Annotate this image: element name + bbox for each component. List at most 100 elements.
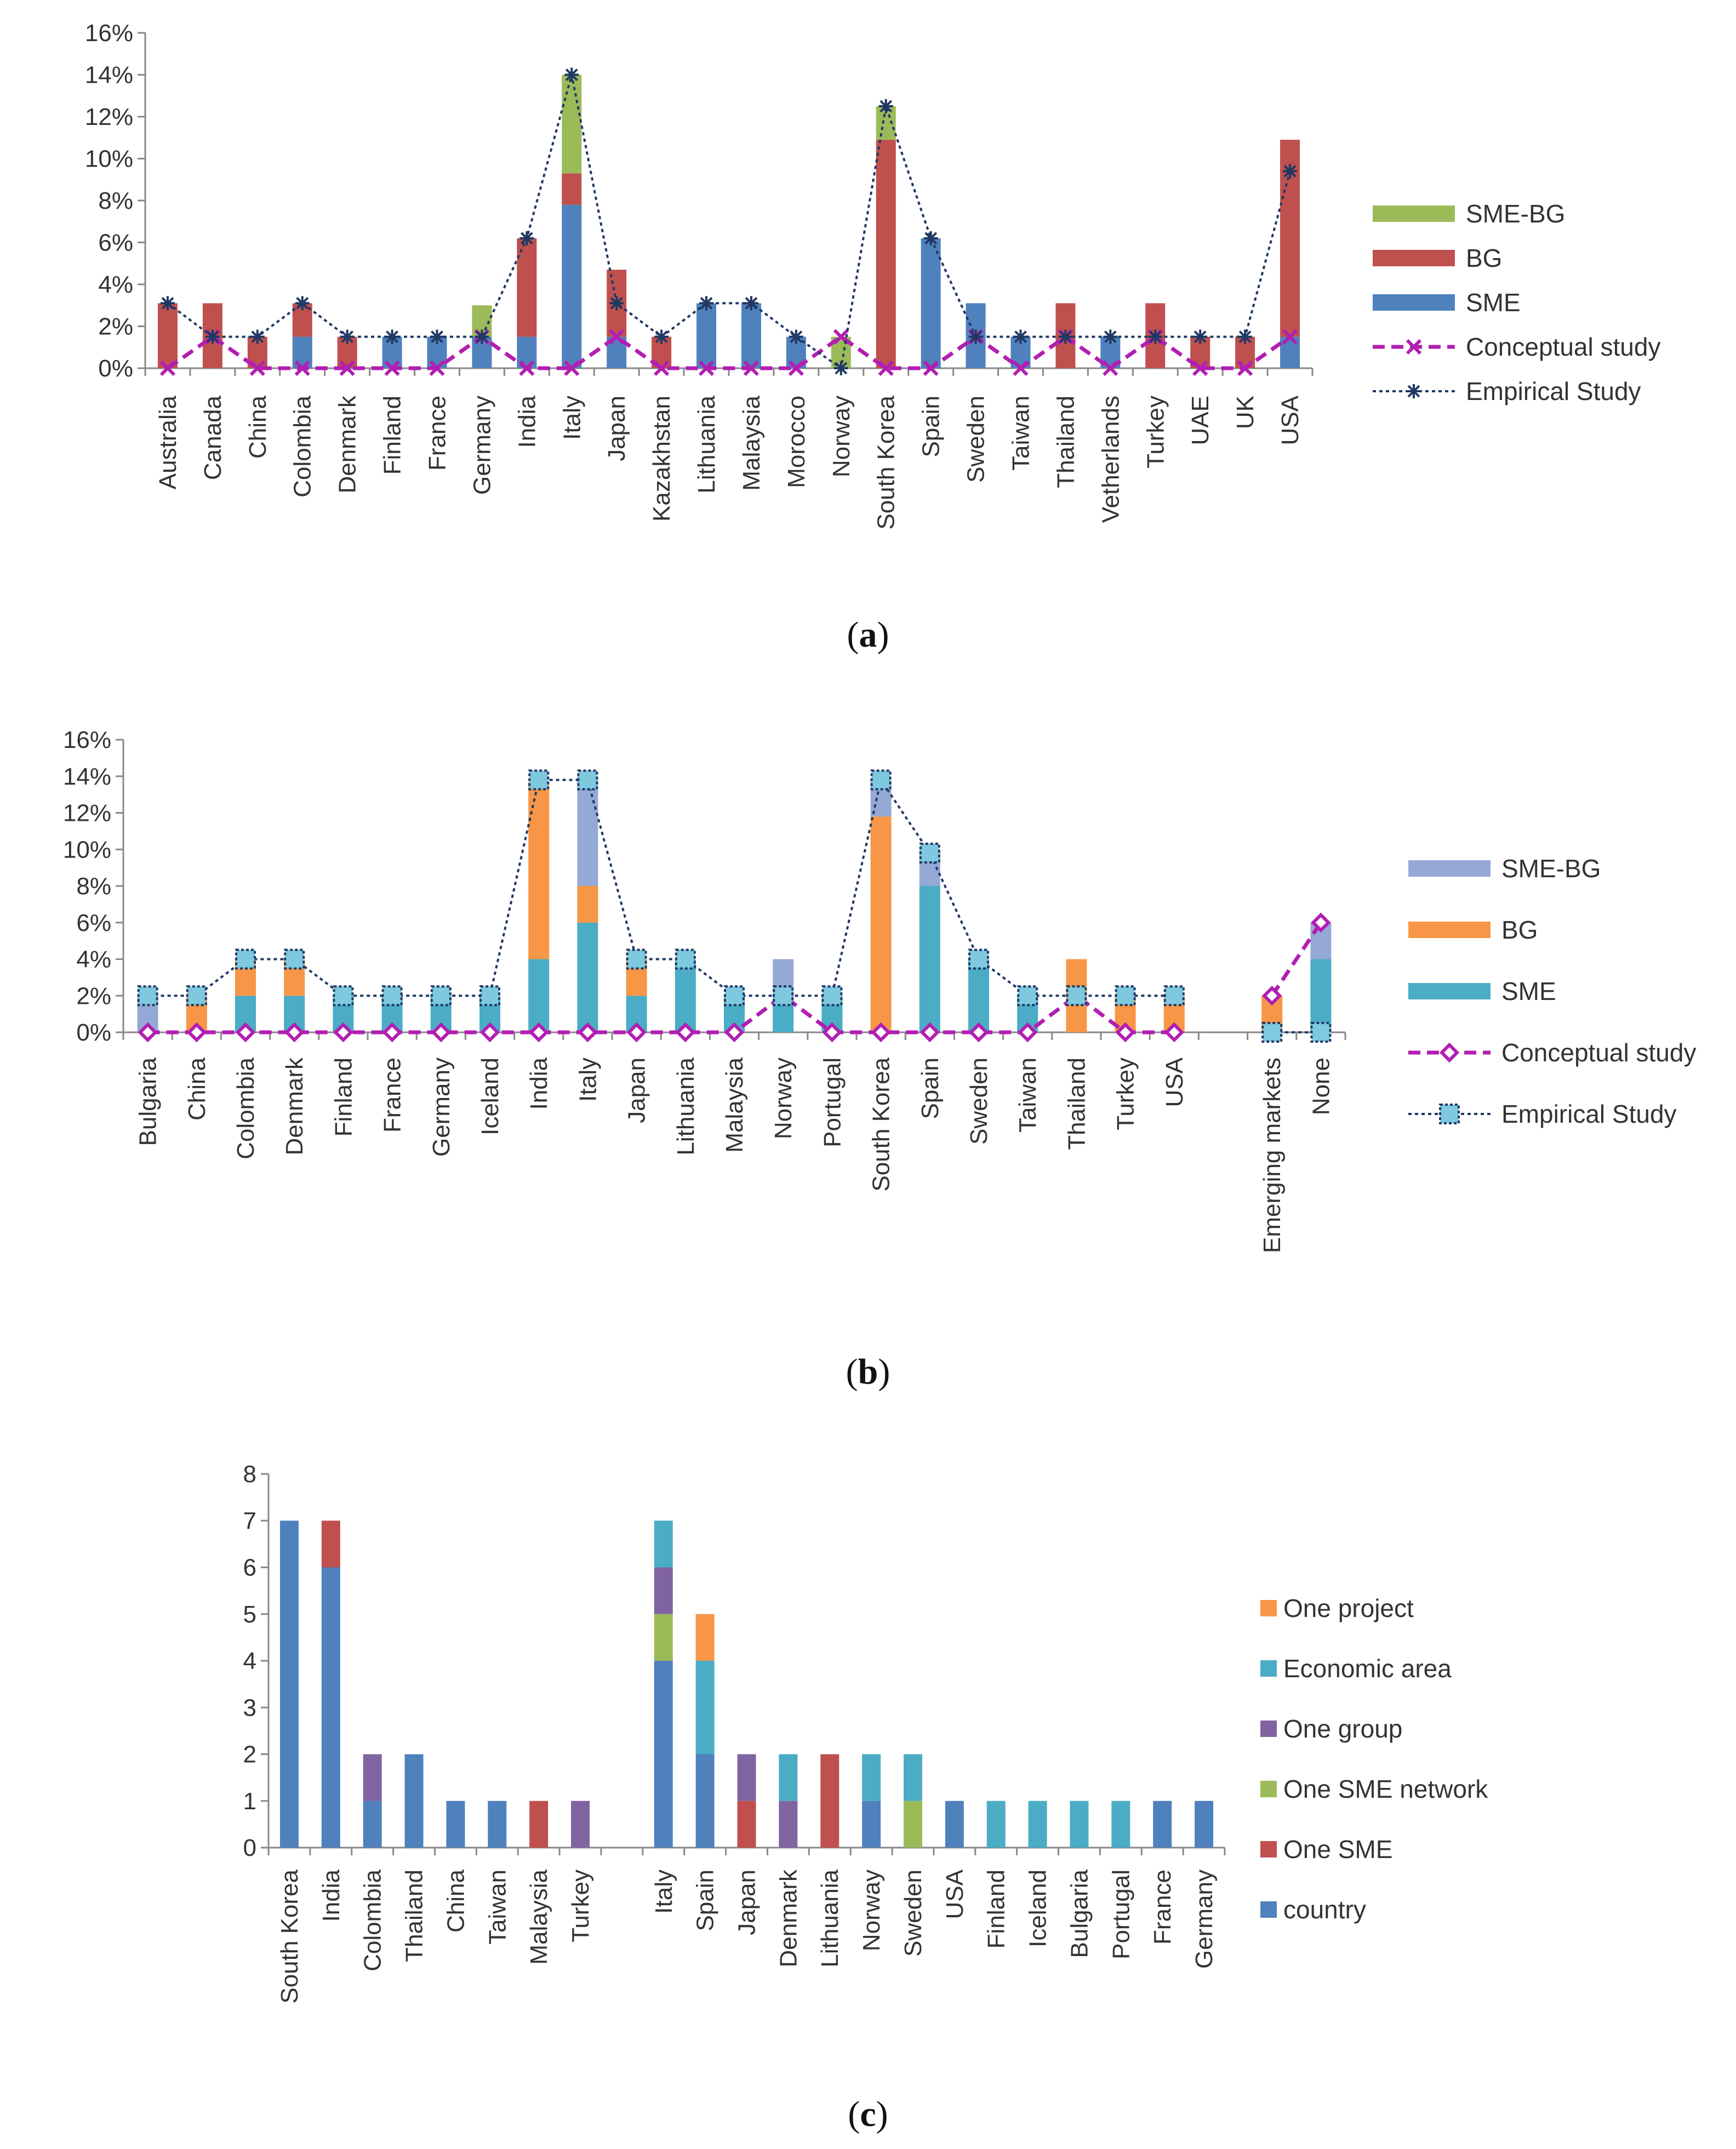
legend-label: SME	[1466, 288, 1521, 317]
y-tick-label: 4	[243, 1648, 256, 1674]
x-tick-label: Spain	[692, 1870, 719, 1931]
marker-conceptual	[871, 1022, 891, 1043]
marker-conceptual	[284, 1022, 305, 1043]
marker-conceptual	[1261, 986, 1282, 1006]
x-tick-label: Finland	[983, 1870, 1010, 1948]
marker-empirical	[789, 329, 803, 344]
marker-conceptual	[724, 1022, 745, 1043]
legend-label: BG	[1466, 244, 1502, 272]
x-tick-label: Bulgaria	[135, 1057, 162, 1146]
bar-bg-8	[528, 781, 550, 959]
bar-sme-17	[968, 959, 989, 1032]
marker-conceptual	[822, 1022, 842, 1043]
marker-conceptual	[1115, 1022, 1135, 1043]
bar-bg-9	[562, 173, 582, 205]
x-tick-label: Sweden	[966, 1058, 992, 1145]
marker-empirical	[528, 769, 550, 791]
y-tick-label: 2%	[98, 313, 133, 340]
caption-b: (b)	[846, 1352, 890, 1392]
marker-conceptual	[788, 360, 804, 376]
marker-empirical	[1283, 164, 1298, 179]
marker-empirical	[295, 296, 310, 311]
bar-economic-area-10	[695, 1661, 715, 1754]
marker-empirical	[205, 329, 220, 344]
y-tick-label: 0%	[76, 1019, 111, 1046]
y-tick-label: 4%	[98, 271, 133, 298]
marker-conceptual	[923, 360, 939, 376]
bar-country-22	[1195, 1801, 1214, 1848]
y-tick-label: 1	[243, 1788, 256, 1815]
bar-one-group-7	[571, 1801, 590, 1848]
x-tick-label: Turkey	[1112, 1058, 1139, 1130]
x-tick-label: Norway	[770, 1058, 797, 1139]
x-tick-label: Turkey	[1142, 396, 1169, 468]
marker-empirical	[654, 329, 669, 344]
legend-label: Empirical Study	[1466, 377, 1641, 405]
legend-label: One SME network	[1283, 1775, 1488, 1803]
marker-empirical	[609, 296, 624, 311]
y-tick-label: 16%	[63, 727, 111, 753]
bar-one-sme-network-9	[654, 1614, 673, 1661]
marker-empirical	[519, 231, 534, 245]
x-tick-label: India	[318, 1869, 345, 1922]
marker-conceptual	[698, 360, 715, 376]
bar-one-sme-1	[321, 1521, 340, 1568]
marker-conceptual	[675, 1022, 696, 1043]
x-tick-label: Spain	[918, 396, 945, 458]
x-tick-label: Denmark	[281, 1057, 308, 1155]
marker-empirical	[1310, 1022, 1332, 1043]
marker-empirical	[675, 948, 696, 970]
marker-conceptual	[1192, 360, 1208, 376]
marker-conceptual	[382, 1022, 402, 1043]
marker-empirical	[1013, 329, 1028, 344]
x-tick-label: USA	[1277, 395, 1304, 445]
marker-empirical	[699, 296, 714, 311]
bar-one-project-10	[695, 1614, 715, 1661]
x-tick-label: South Korea	[868, 1057, 895, 1191]
marker-empirical	[1163, 985, 1185, 1007]
marker-conceptual	[519, 360, 535, 376]
marker-conceptual	[564, 360, 580, 376]
y-tick-label: 12%	[63, 800, 111, 827]
marker-conceptual	[653, 360, 670, 376]
bar-one-sme-11	[737, 1801, 756, 1848]
bar-economic-area-14	[862, 1754, 881, 1801]
x-tick-label: Emerging markets	[1259, 1058, 1286, 1253]
y-tick-label: 4%	[76, 946, 111, 973]
y-tick-label: 2	[243, 1741, 256, 1768]
bar-country-14	[862, 1801, 881, 1848]
y-tick-label: 7	[243, 1507, 256, 1534]
chart-panel-c: 0 1 2 3 4 5 6 7 8 South Korea India Colombia Thailan…	[243, 1461, 1489, 2134]
marker-empirical	[137, 985, 158, 1007]
marker-empirical	[1193, 329, 1208, 344]
x-tick-label: China	[442, 1869, 469, 1932]
x-tick-label: South Korea	[873, 395, 900, 529]
bar-bg-15	[870, 816, 892, 1032]
x-tick-label: USA	[1161, 1057, 1188, 1107]
bar-one-group-9	[654, 1567, 673, 1614]
line-empirical	[147, 777, 1174, 997]
x-tick-label: Malaysia	[721, 1057, 748, 1152]
marker-conceptual	[138, 1022, 158, 1043]
marker-conceptual	[743, 360, 760, 376]
x-tick-label: Lithuania	[693, 395, 720, 493]
legend-swatch	[1260, 1600, 1277, 1616]
legend-swatch	[1373, 205, 1455, 222]
legend-swatch	[1260, 1721, 1277, 1737]
marker-empirical	[160, 296, 175, 311]
marker-conceptual	[1237, 360, 1253, 376]
bar-economic-area-12	[779, 1754, 798, 1801]
bar-sme-16	[919, 886, 940, 1032]
legend-label: One group	[1283, 1714, 1402, 1743]
x-tick-label: Portugal	[1107, 1870, 1134, 1959]
legend-swatch	[1408, 860, 1491, 877]
legend-label: SME	[1501, 977, 1556, 1005]
bar-one-group-2	[363, 1754, 382, 1801]
marker-empirical	[833, 361, 848, 375]
legend-label: Conceptual study	[1501, 1038, 1696, 1067]
x-tick-label: Lithuania	[816, 1869, 843, 1967]
x-tick-label: Italy	[558, 396, 585, 440]
bar-sme-12	[696, 303, 717, 368]
marker-empirical	[479, 985, 500, 1007]
